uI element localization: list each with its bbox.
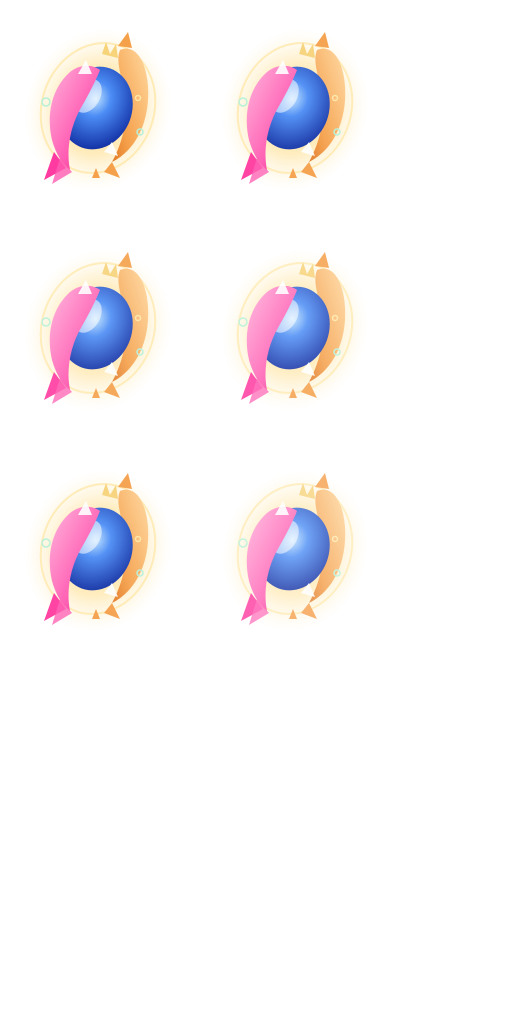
koi-orb-icon [1,448,195,643]
koi-orb-icon [1,227,195,422]
koi-orb-frame-6 [197,443,397,643]
koi-orb-frame-1 [0,2,200,202]
empty-sheet-area [0,660,512,1024]
koi-orb-icon [198,448,392,643]
koi-orb-icon [198,227,392,422]
koi-orb-icon [198,7,392,202]
koi-orb-frame-4 [197,222,397,422]
koi-orb-frame-3 [0,222,200,422]
koi-orb-frame-5 [0,443,200,643]
koi-orb-frame-2 [197,2,397,202]
koi-orb-icon [1,7,195,202]
